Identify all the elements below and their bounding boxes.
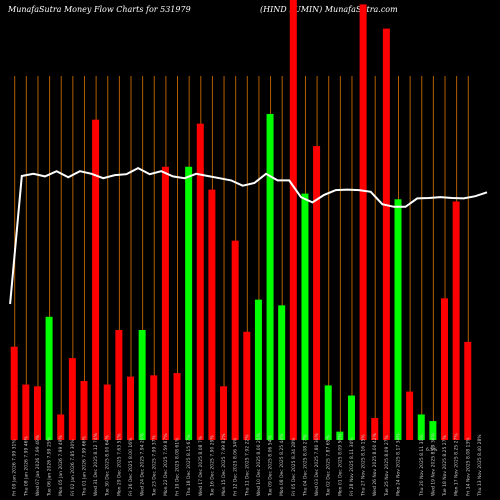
x-tick-label: Thu 27 Nov 2025 8.16 15% xyxy=(361,434,367,497)
x-tick-label: Thu 18 Dec 2025 8.15 67% xyxy=(186,434,192,497)
bar-up xyxy=(394,199,402,440)
bar-up xyxy=(185,166,193,440)
x-tick-label: Tue 09 Dec 2025 8.06 54% xyxy=(268,435,274,497)
x-tick-label: Tue 23 Dec 2025 7.99 37% xyxy=(151,435,157,497)
bar-down xyxy=(196,123,204,440)
bar-up xyxy=(138,330,146,440)
x-tick-label: Mon 24 Nov 2025 8.17 34% xyxy=(395,433,401,496)
bar-down xyxy=(243,331,251,440)
bar-down xyxy=(208,189,216,440)
x-tick-label: Mon 17 Nov 2025 8.25 27% xyxy=(454,433,460,496)
x-tick-label: Thu 13 Nov 2025 8.40 28% xyxy=(477,434,483,497)
bar-down xyxy=(406,391,414,440)
x-tick-label: Thu 04 Dec 2025 8.08 27% xyxy=(302,434,308,497)
x-tick-label: Tue 18 Nov 2025 8.25 27% xyxy=(442,434,448,497)
x-tick-label: Mon 08 Dec 2025 8.25 44% xyxy=(279,433,285,496)
x-tick-label: Tue 06 Jan 2026 7.99 25% xyxy=(47,436,53,497)
bar-down xyxy=(289,0,297,440)
bar-up xyxy=(347,395,355,440)
bar-up xyxy=(266,113,274,441)
bar-up xyxy=(278,305,286,440)
x-tick-label: Tue 30 Dec 2025 8.00 64% xyxy=(105,435,111,497)
x-tick-label: Thu 01 Jan 2026 7.99 66% xyxy=(81,436,87,497)
x-tick-label: Fri 14 Nov 2025 8.08 13% xyxy=(465,437,471,496)
bar-down xyxy=(359,4,367,441)
x-tick-label: Mon 15 Dec 2025 7.99 82% xyxy=(221,433,227,496)
bar-down xyxy=(161,166,169,440)
x-tick-label: Wed 17 Dec 2025 8.08 7% xyxy=(198,435,204,496)
x-tick-label: Fri 28 Nov 2025 8.11 34% xyxy=(349,437,355,496)
bar-down xyxy=(103,384,111,440)
bar-up xyxy=(429,421,437,440)
x-tick-label: Tue 25 Nov 2025 8.09 27% xyxy=(384,434,390,497)
x-tick-label: Wed 24 Dec 2025 7.94 20% xyxy=(140,432,146,496)
x-tick-label: Mon 29 Dec 2025 7.63 51% xyxy=(116,433,122,496)
x-tick-label: Mon 22 Dec 2025 7.59 87% xyxy=(163,433,169,496)
x-tick-label: Wed 03 Dec 2025 7.80 30% xyxy=(314,432,320,496)
x-tick-label: Fri 05 Dec 2025 8.34 28% xyxy=(291,437,297,496)
bar-down xyxy=(92,119,100,441)
bar-down xyxy=(464,341,472,440)
bar-up xyxy=(45,316,53,440)
x-tick-label: Wed 31 Dec 2025 8.12 74% xyxy=(93,432,99,496)
x-tick-label: Wed 19 Nov 2025 8.09 34% xyxy=(430,432,436,496)
x-tick-label: Fri 09 Jan 2026 7.99 31% xyxy=(12,439,18,496)
x-tick-label: Tue 16 Dec 2025 7.90 29% xyxy=(209,435,215,497)
bar-down xyxy=(115,330,123,440)
x-tick-label: Thu 11 Dec 2025 7.92 22% xyxy=(244,434,250,497)
chart-title-left: MunafaSutra Money Flow Charts for 531979 xyxy=(8,5,191,14)
bar-up xyxy=(417,414,425,440)
bar-up xyxy=(324,385,332,440)
bar-up xyxy=(254,299,262,440)
x-tick-label: Thu 20 Nov 2025 8.11 31% xyxy=(419,434,425,497)
x-tick-extra-label: 6.5% xyxy=(426,447,438,453)
bar-down xyxy=(57,414,65,440)
bar-up xyxy=(336,431,344,440)
bar-down xyxy=(173,373,181,440)
x-tick-label: Mon 05 Jan 2026 7.99 49% xyxy=(58,434,64,496)
bar-down xyxy=(441,298,449,440)
bar-down xyxy=(382,28,390,440)
x-tick-label: Wed 07 Jan 2026 7.99 49% xyxy=(35,434,41,496)
bar-series xyxy=(10,0,472,441)
flow-line-series xyxy=(9,166,488,305)
bar-down xyxy=(313,146,321,440)
x-tick-label: Fri 12 Dec 2025 8.06 34% xyxy=(233,437,239,496)
bar-down xyxy=(371,418,379,440)
bar-down xyxy=(127,376,134,440)
x-tick-label: Fri 19 Dec 2025 8.08 61% xyxy=(175,437,181,496)
x-tick-label: Thu 08 Jan 2026 7.99 46% xyxy=(23,436,29,497)
x-tick-label: Fri 26 Dec 2025 8.00 16% xyxy=(128,437,134,496)
x-tick-label: Wed 26 Nov 2025 8.00 42% xyxy=(372,432,378,496)
bar-down xyxy=(452,201,460,440)
bar-down xyxy=(150,375,158,440)
bar-down xyxy=(80,381,88,440)
x-tick-label: Wed 10 Dec 2025 8.00 25% xyxy=(256,432,262,496)
x-tick-label: Fri 02 Jan 2026 7.85 30% xyxy=(70,439,76,496)
x-tick-label: Tue 02 Dec 2025 7.87 65% xyxy=(326,435,332,497)
x-axis-labels: Fri 09 Jan 2026 7.99 31% Thu 08 Jan 2026 … xyxy=(12,432,483,497)
bar-down xyxy=(33,386,41,440)
bar-down xyxy=(231,240,239,440)
bar-down xyxy=(220,386,228,440)
x-tick-label: Mon 01 Dec 2025 8.09 50% xyxy=(337,433,343,496)
bar-down xyxy=(10,346,18,440)
chart-title-right: (HIND LUMIN) MunafaSutra.com xyxy=(260,5,398,14)
flow-line xyxy=(9,166,488,305)
bar-down xyxy=(22,384,30,440)
bar-up xyxy=(301,193,309,440)
bar-down xyxy=(68,358,76,440)
